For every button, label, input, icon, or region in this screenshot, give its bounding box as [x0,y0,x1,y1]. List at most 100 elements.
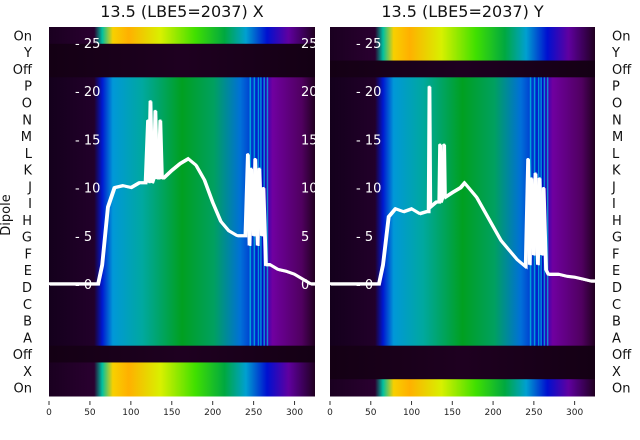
line-y-tick-label: - 5 [75,230,92,245]
row-label: D [612,281,622,296]
x-tick-label: 0 [46,408,52,418]
row-label: C [23,298,32,313]
heatmap-row [49,211,315,229]
row-label: K [612,164,621,179]
heatmap-row [330,43,595,62]
row-label: G [22,231,32,246]
heatmap-row [49,43,315,62]
heatmap-row [330,379,595,397]
x-tick-label: 300 [286,408,303,418]
heatmap-row [49,27,315,45]
x-tick-label: 250 [245,408,262,418]
row-label: N [22,113,32,128]
heatmap-streak [546,77,549,346]
heatmap-row [49,60,315,78]
row-label: On [612,382,630,397]
heatmap-row [330,362,595,380]
row-label: E [612,264,620,279]
line-y-tick-label: - 5 [356,230,373,245]
heatmap-row [330,161,595,179]
row-label: O [22,96,32,111]
row-label: Y [23,46,32,61]
x-tick-label: 200 [204,408,221,418]
row-label: P [612,80,620,95]
line-y-tick-label: - 20 [356,85,381,100]
heatmap-row [49,312,315,330]
row-label: C [612,298,621,313]
heatmap-row [330,127,595,145]
row-label: L [612,147,620,162]
heatmap-row [330,328,595,347]
heatmap-row [49,345,315,363]
row-label: G [612,231,622,246]
row-label: Off [13,63,33,78]
heatmap-row [49,328,315,347]
line-y2-tick-label: 20 [301,85,318,100]
heatmap-row [330,245,595,263]
heatmap-row [49,362,315,380]
x-tick-label: 300 [566,408,583,418]
x-tick-label: 100 [122,408,139,418]
heatmap-row [49,127,315,145]
heatmap-row [49,110,315,129]
heatmap-row [330,295,595,313]
line-y-tick-label: - 25 [75,37,100,52]
row-label: O [612,96,622,111]
line-y-tick-label: - 10 [356,182,381,197]
heatmap-row [330,312,595,330]
line-y-tick-label: - 10 [75,182,100,197]
x-tick-label: 250 [525,408,542,418]
line-y2-tick-label: 5 [301,230,309,245]
row-label: F [612,247,619,262]
line-y-tick-label: - 15 [356,133,381,148]
row-label: I [28,197,32,212]
row-label: Off [612,348,632,363]
heatmap-row [330,211,595,229]
line-y2-tick-label: 25 [301,37,318,52]
x-tick-label: 200 [484,408,501,418]
heatmap-row [330,27,595,45]
heatmap-row [49,261,315,280]
x-tick-label: 150 [444,408,461,418]
heatmap-row [330,261,595,280]
row-label: A [23,331,32,346]
heatmap-row [49,245,315,263]
heatmap-row [330,144,595,162]
row-label: Off [13,348,33,363]
overlay-line [330,85,595,285]
row-label: J [611,180,616,195]
row-label: B [612,315,621,330]
x-tick-label: 100 [403,408,420,418]
row-label: X [23,365,32,380]
line-y2-tick-label: 0 [301,278,309,293]
heatmap-row [330,77,595,95]
overlay-line [49,100,315,285]
heatmap-row [49,295,315,313]
x-tick-label: 150 [163,408,180,418]
panel-x: 13.5 (LBE5=2037) X On Y Off PONMLKJIHGFEDCBA… [13,2,318,418]
line-y-tick-label: - 20 [75,85,100,100]
chart-title: 13.5 (LBE5=2037) X [100,2,264,21]
heatmap-row [330,194,595,212]
row-label: D [22,281,32,296]
row-label: H [612,214,622,229]
row-label: A [612,331,621,346]
row-label: I [612,197,616,212]
row-label: P [24,80,32,95]
row-label: On [612,29,630,44]
heatmap-streak [266,77,269,346]
row-label: M [21,130,32,145]
line-y2-tick-label: 10 [301,182,318,197]
heatmap-row [330,110,595,129]
heatmap-row [49,194,315,212]
x-tick-label: 0 [327,408,333,418]
row-label: Y [611,46,620,61]
line-y-tick-label: - 25 [356,37,381,52]
heatmap-row [330,94,595,112]
heatmap-row [330,278,595,296]
heatmap-row [330,60,595,78]
row-label: On [14,29,32,44]
row-label: L [25,147,33,162]
chart-title: 13.5 (LBE5=2037) Y [381,2,544,21]
